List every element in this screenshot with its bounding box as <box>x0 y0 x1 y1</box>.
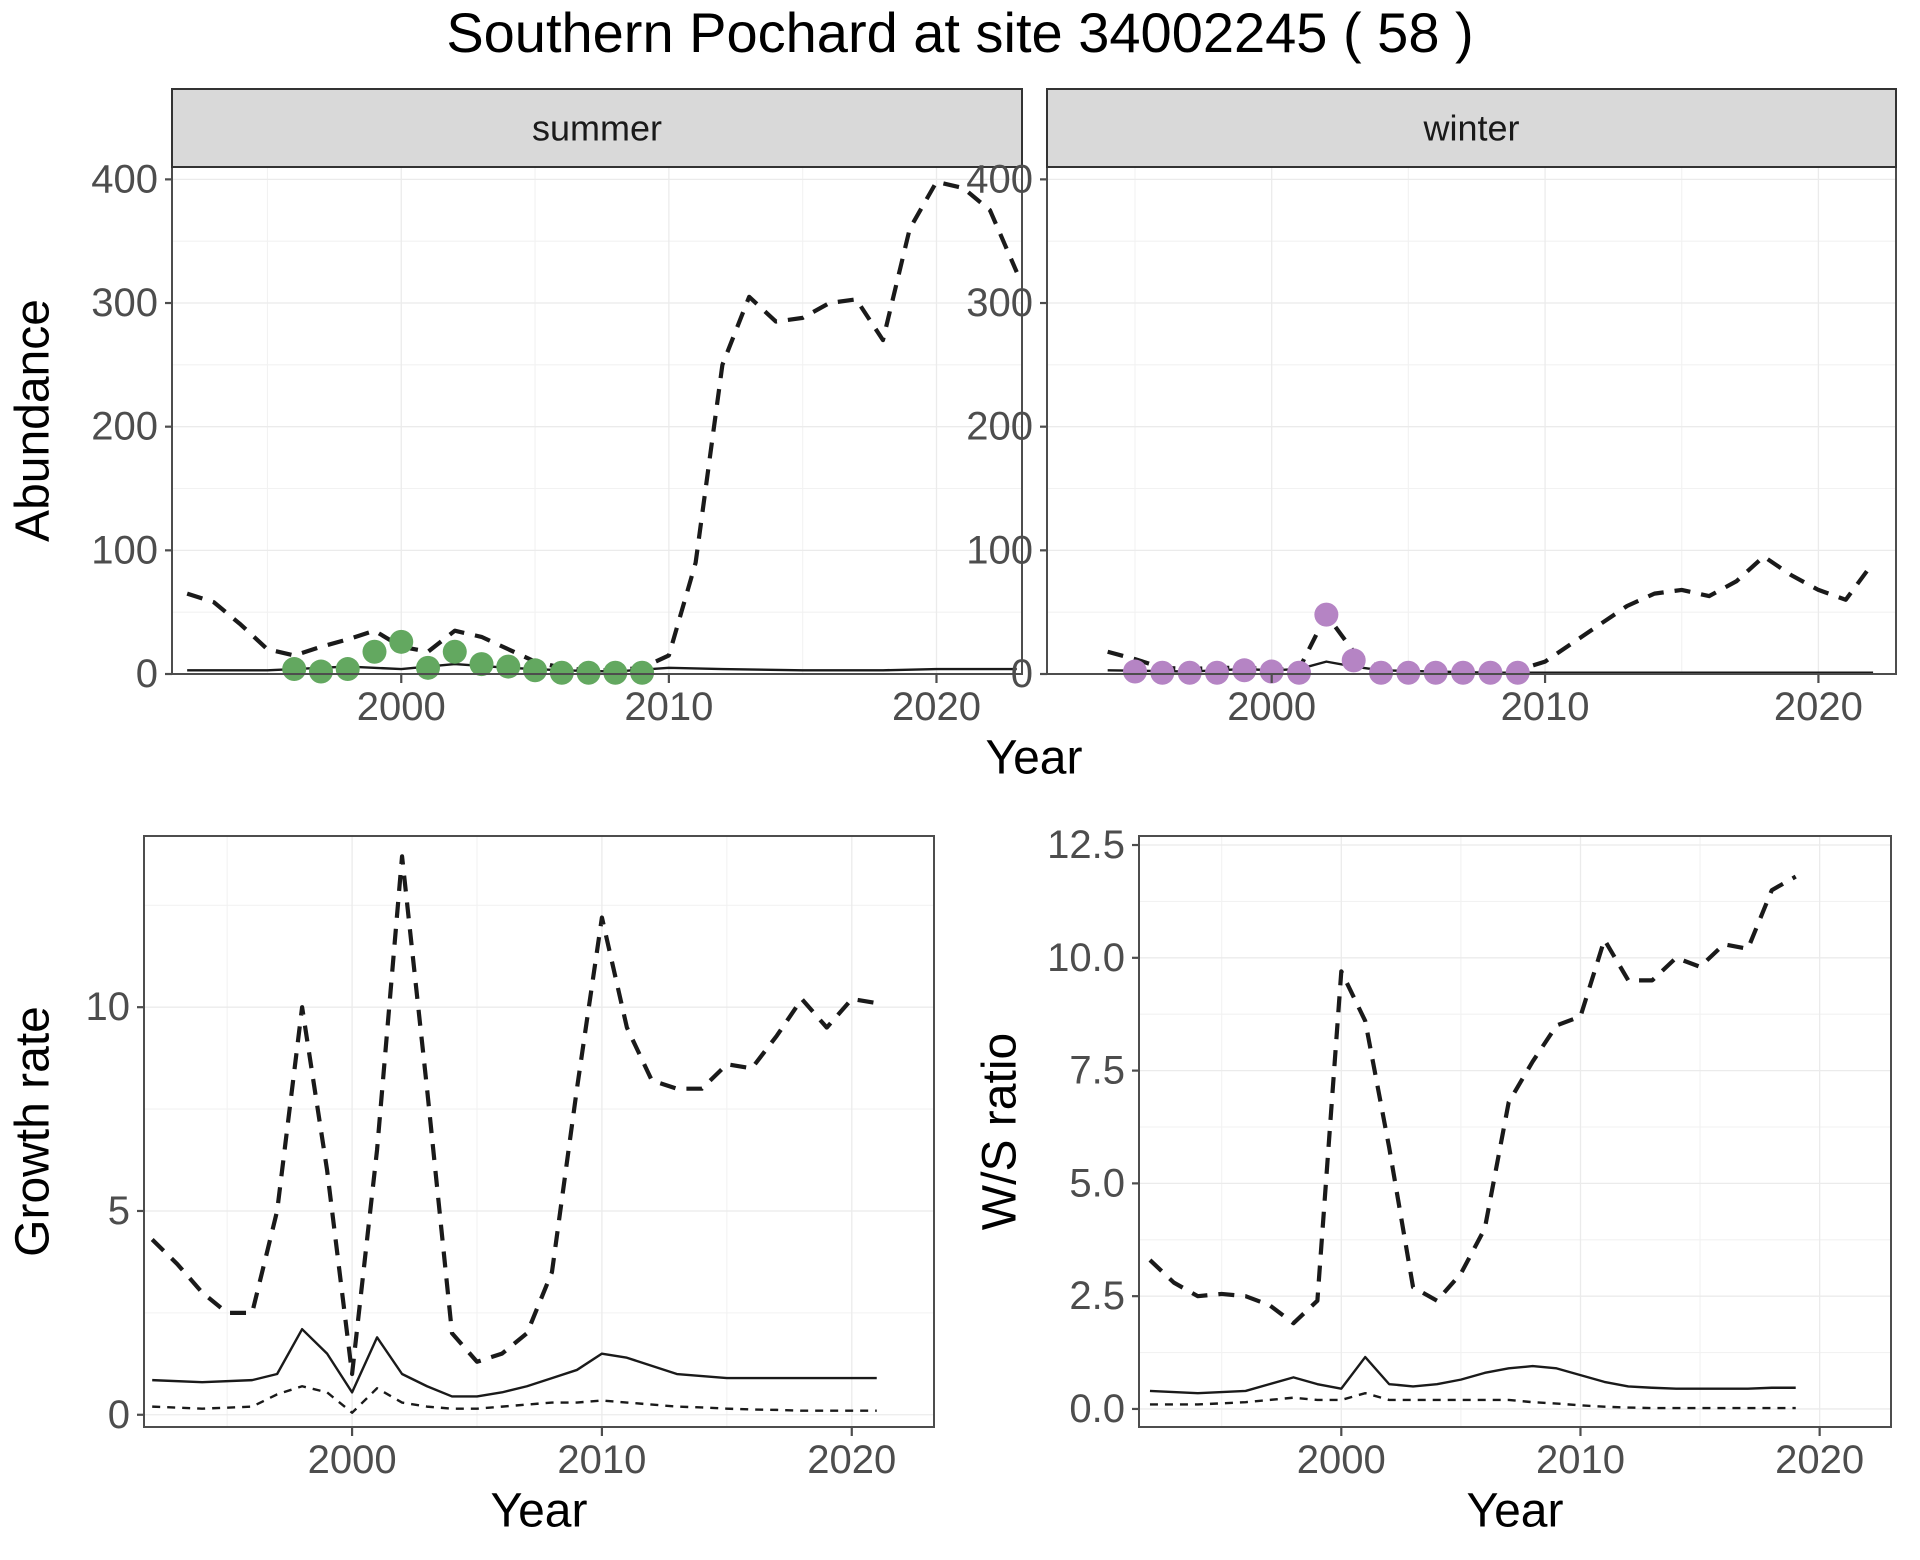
svg-text:2000: 2000 <box>308 1438 397 1482</box>
svg-text:2020: 2020 <box>1775 1438 1864 1482</box>
svg-text:2010: 2010 <box>1501 685 1590 729</box>
svg-text:2010: 2010 <box>624 685 713 729</box>
svg-text:Year: Year <box>986 732 1083 785</box>
svg-text:2000: 2000 <box>357 685 446 729</box>
svg-text:10.0: 10.0 <box>1047 936 1125 980</box>
svg-text:400: 400 <box>966 157 1033 201</box>
svg-text:100: 100 <box>966 528 1033 572</box>
svg-text:2000: 2000 <box>1227 685 1316 729</box>
svg-text:W/S ratio: W/S ratio <box>974 1033 1027 1230</box>
svg-text:0: 0 <box>136 652 158 696</box>
svg-text:300: 300 <box>91 281 158 325</box>
svg-text:Abundance: Abundance <box>7 299 60 542</box>
svg-text:200: 200 <box>91 405 158 449</box>
svg-text:200: 200 <box>966 405 1033 449</box>
svg-text:Growth rate: Growth rate <box>7 1006 60 1257</box>
svg-text:2020: 2020 <box>892 685 981 729</box>
svg-text:2000: 2000 <box>1297 1438 1386 1482</box>
svg-text:300: 300 <box>966 281 1033 325</box>
svg-text:2020: 2020 <box>1774 685 1863 729</box>
svg-text:Year: Year <box>1467 1485 1564 1538</box>
svg-text:400: 400 <box>91 157 158 201</box>
svg-text:0: 0 <box>1011 652 1033 696</box>
svg-text:100: 100 <box>91 528 158 572</box>
svg-text:2020: 2020 <box>807 1438 896 1482</box>
svg-text:2010: 2010 <box>557 1438 646 1482</box>
svg-text:10: 10 <box>86 985 131 1029</box>
svg-text:2010: 2010 <box>1536 1438 1625 1482</box>
svg-text:2.5: 2.5 <box>1069 1274 1125 1318</box>
svg-text:winter: winter <box>1422 108 1519 149</box>
svg-text:0: 0 <box>108 1393 130 1437</box>
svg-text:5.0: 5.0 <box>1069 1161 1125 1205</box>
svg-text:7.5: 7.5 <box>1069 1049 1125 1093</box>
svg-text:5: 5 <box>108 1189 130 1233</box>
svg-text:Year: Year <box>491 1485 588 1538</box>
svg-text:0.0: 0.0 <box>1069 1387 1125 1431</box>
svg-text:12.5: 12.5 <box>1047 823 1125 867</box>
svg-text:summer: summer <box>532 108 662 149</box>
